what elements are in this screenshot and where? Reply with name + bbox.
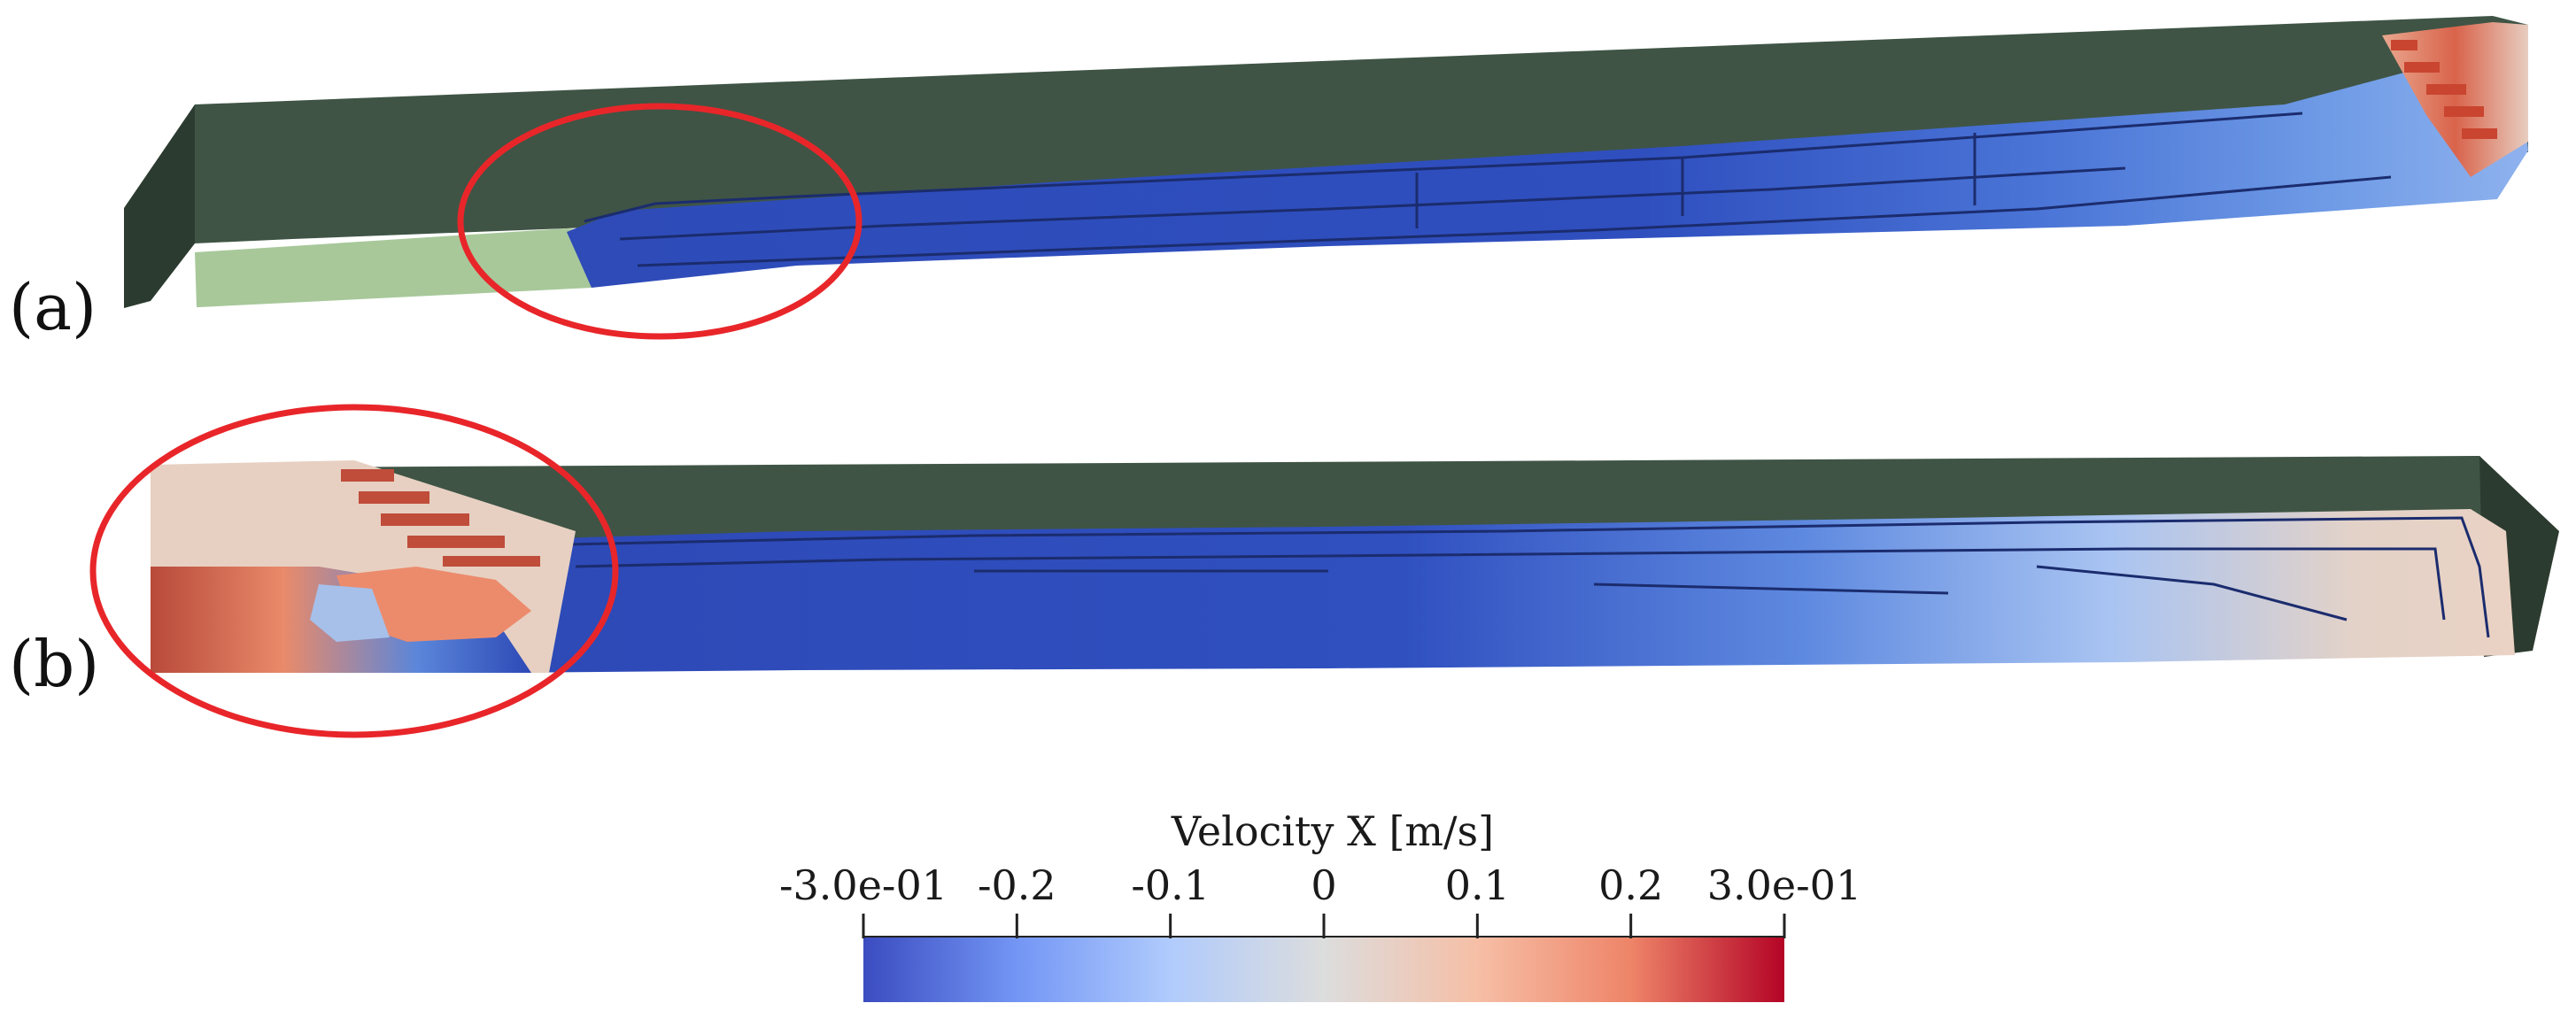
colorbar-tick-label: 0.1 bbox=[1445, 861, 1510, 909]
panel-a-channel bbox=[124, 16, 2528, 340]
panel-a-end-wall bbox=[124, 104, 195, 308]
colorbar-tick-label: -0.2 bbox=[978, 861, 1056, 909]
panel-a-contours bbox=[584, 112, 2392, 267]
colorbar: Velocity X [m/s] -3.0e-01 -0.2 -0.1 0 0.1 0.2… bbox=[779, 807, 1861, 1002]
colorbar-tick-label: -3.0e-01 bbox=[779, 861, 948, 909]
panel-b-contours bbox=[566, 516, 2490, 638]
panel-b-highlight-ellipse bbox=[89, 404, 619, 738]
panel-a-dry-floor bbox=[195, 228, 611, 307]
panel-a-label: (a) bbox=[9, 270, 97, 344]
panel-b-label: (b) bbox=[9, 627, 100, 701]
colorbar-tick-label: -0.1 bbox=[1131, 861, 1210, 909]
panel-b-warm-blob bbox=[337, 567, 531, 642]
colorbar-tick-label: 0 bbox=[1311, 861, 1336, 909]
panel-b-cool-pocket bbox=[310, 584, 390, 642]
panel-a-water bbox=[567, 53, 2528, 288]
colorbar-ticks: -3.0e-01 -0.2 -0.1 0 0.1 0.2 3.0e-01 bbox=[779, 861, 1861, 938]
panel-b-water bbox=[496, 509, 2515, 673]
panel-b-channel bbox=[89, 404, 2559, 738]
panel-a-highlight-ellipse bbox=[457, 103, 863, 340]
colorbar-gradient bbox=[863, 937, 1784, 1002]
colorbar-tick-label: 3.0e-01 bbox=[1707, 861, 1861, 909]
panel-a-steps bbox=[2391, 40, 2497, 139]
colorbar-title: Velocity X [m/s] bbox=[1171, 807, 1494, 855]
panel-b-steps bbox=[341, 469, 540, 567]
colorbar-tick-label: 0.2 bbox=[1598, 861, 1663, 909]
panel-a-back-wall bbox=[195, 16, 2528, 243]
